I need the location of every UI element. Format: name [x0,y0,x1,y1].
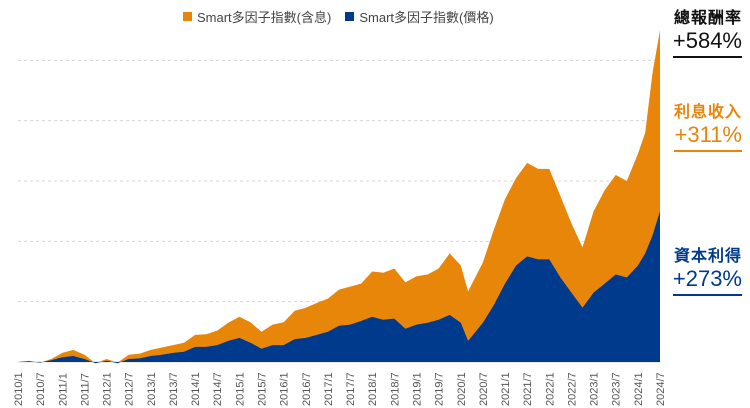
x-tick-label: 2011/1 [57,373,69,406]
x-tick-label: 2016/7 [301,372,313,406]
legend-item-price: Smart多因子指數(價格) [345,7,494,26]
total-return-label: 總報酬率 [673,10,742,27]
income-block: 利息收入 +311% [673,98,742,152]
x-tick-label: 2015/7 [257,372,269,406]
x-tick-label: 2014/7 [212,372,224,406]
x-tick-label: 2010/1 [13,372,25,406]
legend-label-price: Smart多因子指數(價格) [359,9,494,25]
x-tick-label: 2013/1 [146,372,158,406]
x-tick-label: 2018/7 [389,372,401,406]
legend-swatch-dividend [183,11,192,21]
x-tick-label: 2020/7 [478,372,490,406]
x-tick-label: 2010/7 [35,372,47,406]
legend: Smart多因子指數(含息) Smart多因子指數(價格) [183,6,494,26]
legend-label-dividend: Smart多因子指數(含息) [197,9,332,25]
x-tick-label: 2016/1 [279,372,291,406]
area-layer [18,30,660,364]
x-tick-label: 2014/1 [190,372,202,406]
x-tick-label: 2024/1 [633,372,645,406]
x-tick-label: 2017/1 [323,372,335,406]
x-tick-label: 2022/1 [544,372,556,406]
capital-gain-block: 資本利得 +273% [672,242,742,296]
area-dividend [18,30,660,364]
x-tick-label: 2017/7 [345,372,357,406]
capital-gain-label: 資本利得 [673,248,742,265]
x-tick-label: 2013/7 [168,372,180,406]
x-tick-label: 2021/7 [522,372,534,406]
x-tick-label: 2019/1 [412,372,424,406]
total-return-block: 總報酬率 +584% [672,4,742,58]
area-price [18,211,660,364]
x-tick-label: 2012/1 [102,372,114,406]
x-tick-label: 2022/7 [566,372,578,406]
total-return-value: +584% [672,28,742,58]
x-tick-label: 2021/1 [500,372,512,406]
legend-item-dividend: Smart多因子指數(含息) [183,7,331,26]
x-tick-label: 2019/7 [434,372,446,406]
x-tick-label: 2011/7 [79,373,91,406]
income-value: +311% [673,122,742,152]
x-tick-label: 2024/7 [655,372,667,406]
x-tick-label: 2018/1 [367,372,379,406]
x-axis: 2010/1 2010/7 2011/1 2011/7 2012/1 2012/7 2013… [13,372,667,406]
legend-swatch-price [345,11,355,21]
x-tick-label: 2012/7 [124,372,136,406]
capital-gain-value: +273% [672,266,742,296]
x-tick-label: 2023/1 [589,372,601,406]
income-label: 利息收入 [673,104,742,121]
x-tick-label: 2023/7 [611,372,623,406]
x-tick-label: 2020/1 [456,372,468,406]
x-tick-label: 2015/1 [234,372,246,406]
